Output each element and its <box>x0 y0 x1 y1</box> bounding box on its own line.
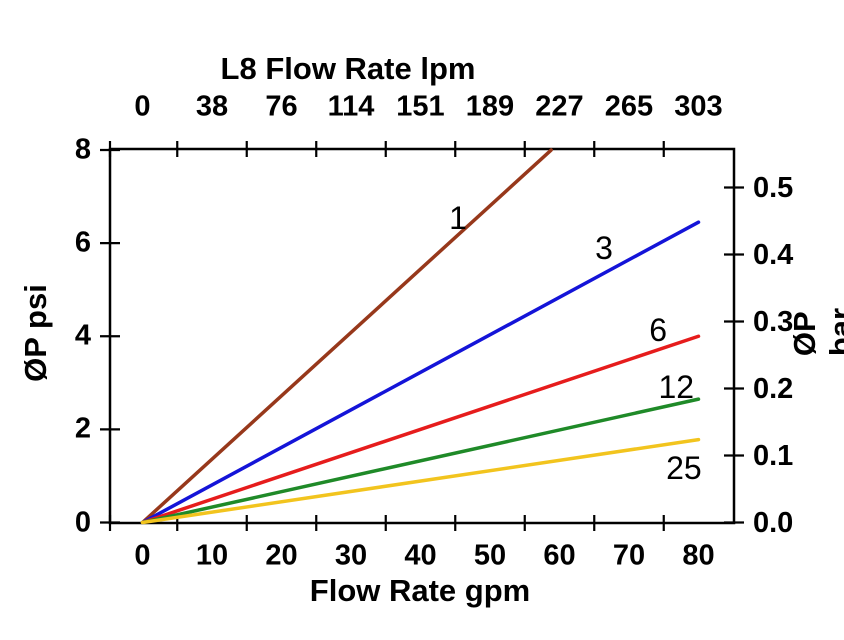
y-left-tick-label-0: 0 <box>74 506 92 538</box>
curve-label-1: 1 <box>449 199 467 236</box>
y-axis-label-left: ØP psi <box>18 284 53 382</box>
x-bottom-tick-label-20: 20 <box>265 539 298 572</box>
x-bottom-tick-label-10: 10 <box>195 539 229 572</box>
x-top-tick-label-303: 303 <box>674 90 723 123</box>
y-left-tick-label-8: 8 <box>74 133 92 166</box>
chart-title-top-axis: L8 Flow Rate lpm <box>220 51 476 86</box>
y-right-tick-label-0.5: 0.5 <box>753 171 794 204</box>
x-top-tick-label-265: 265 <box>604 90 654 123</box>
y-left-tick-label-2: 2 <box>74 412 92 445</box>
y-right-tick-label-0.4: 0.4 <box>753 238 794 271</box>
curve-1-micron <box>140 148 553 525</box>
curve-6-micron <box>140 334 701 525</box>
x-bottom-tick-label-0: 0 <box>134 539 151 572</box>
x-bottom-tick-label-60: 60 <box>543 539 576 572</box>
x-bottom-tick-label-50: 50 <box>473 539 507 572</box>
x-top-tick-label-114: 114 <box>327 90 375 123</box>
curve-25-micron <box>140 437 701 525</box>
x-top-tick-label-189: 189 <box>465 90 515 123</box>
x-top-tick-label-38: 38 <box>195 90 229 123</box>
x-bottom-tick-label-40: 40 <box>404 539 437 572</box>
curve-3-micron <box>140 220 701 525</box>
x-top-tick-label-76: 76 <box>265 90 298 123</box>
x-bottom-tick-label-80: 80 <box>682 539 715 572</box>
curve-label-3: 3 <box>595 229 613 266</box>
y-right-tick-label-0.3: 0.3 <box>753 305 794 338</box>
y-right-tick-label-0.0: 0.0 <box>753 506 794 539</box>
x-bottom-tick-label-70: 70 <box>612 539 646 572</box>
curve-12-micron <box>140 397 701 525</box>
curve-label-6: 6 <box>649 312 668 349</box>
x-top-tick-label-227: 227 <box>535 90 584 123</box>
y-left-tick-label-6: 6 <box>74 226 92 259</box>
curve-label-12: 12 <box>658 369 695 405</box>
y-right-tick-label-0.1: 0.1 <box>753 439 794 472</box>
x-top-tick-label-0: 0 <box>134 90 151 123</box>
curve-label-25: 25 <box>666 450 702 487</box>
x-top-tick-label-151: 151 <box>396 90 445 123</box>
x-axis-label-bottom: Flow Rate gpm <box>309 573 531 608</box>
x-bottom-tick-label-30: 30 <box>334 539 368 572</box>
y-left-tick-label-4: 4 <box>74 319 92 352</box>
y-axis-label-right: ØP bar <box>787 307 844 357</box>
y-right-tick-label-0.2: 0.2 <box>753 372 794 405</box>
